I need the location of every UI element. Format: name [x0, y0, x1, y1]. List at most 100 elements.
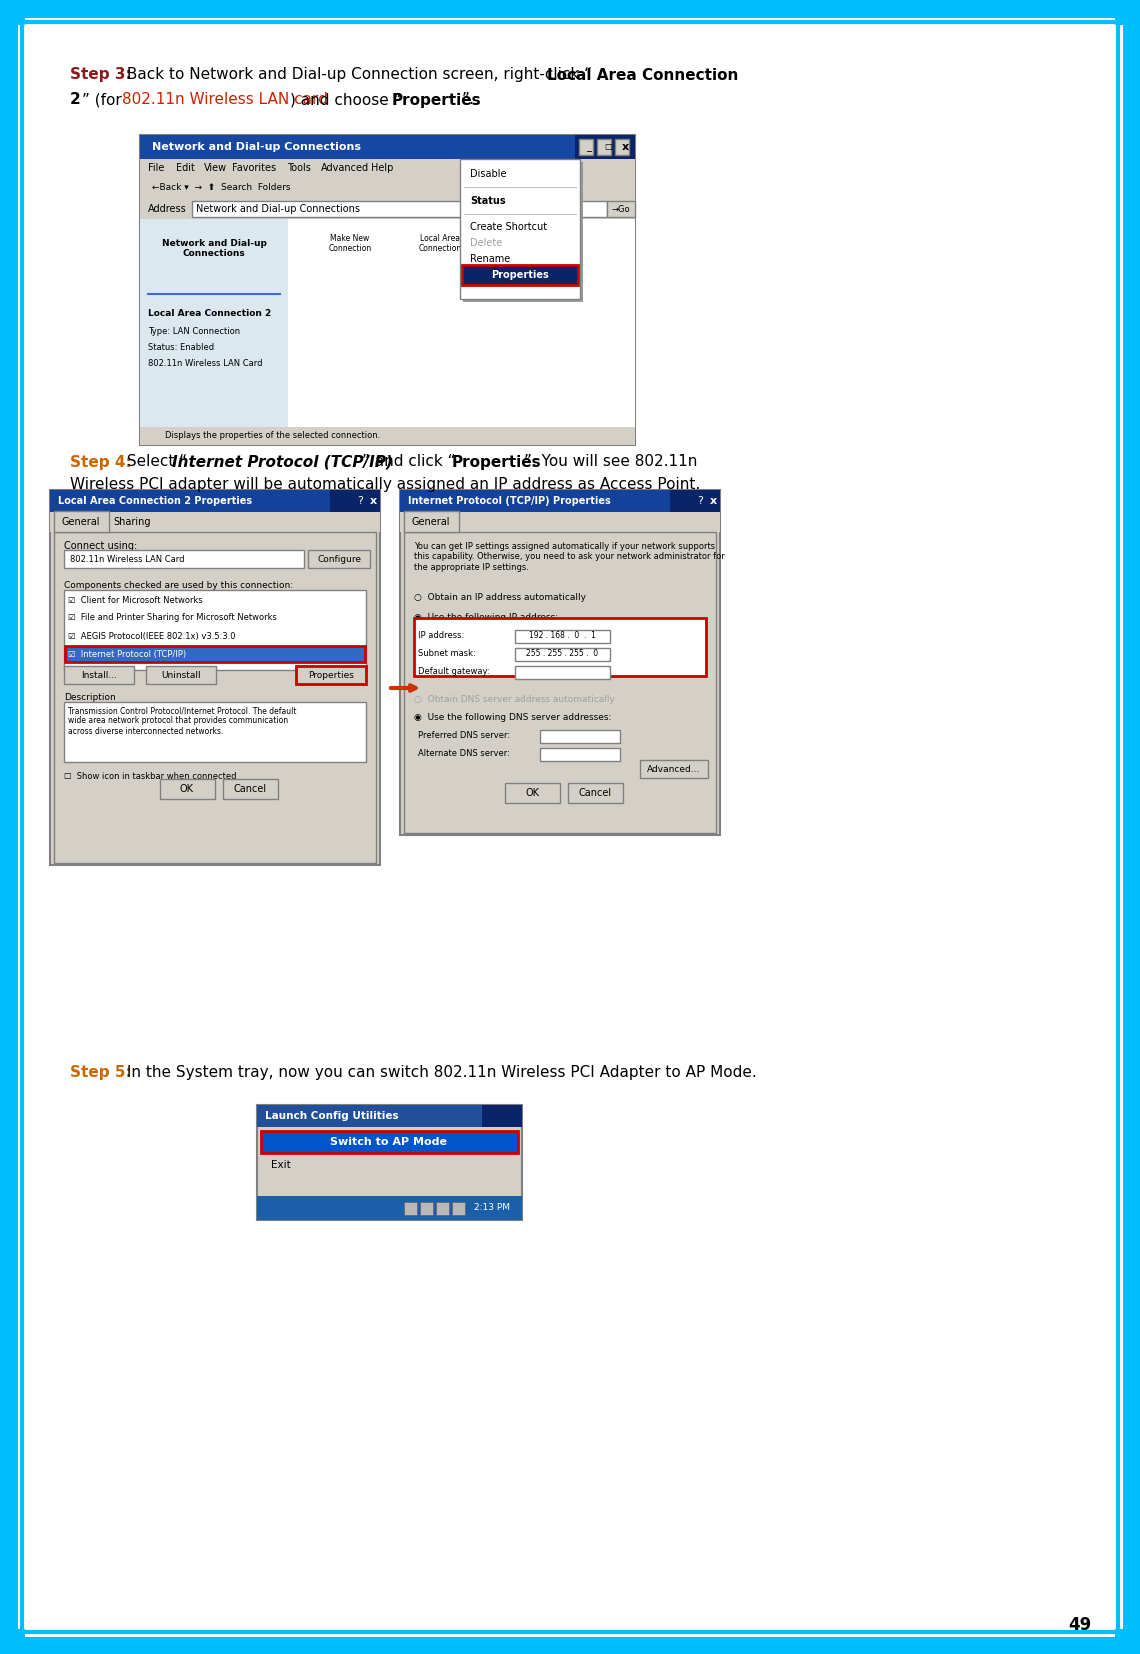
- Text: Delete: Delete: [470, 238, 503, 248]
- Text: 802.11n Wireless LAN card: 802.11n Wireless LAN card: [122, 93, 328, 108]
- Text: Status: Status: [470, 197, 506, 207]
- Bar: [462, 265, 578, 284]
- Bar: [614, 139, 629, 155]
- Text: Step 4:: Step 4:: [70, 455, 132, 470]
- Bar: [640, 759, 708, 777]
- Bar: [256, 1105, 482, 1126]
- Text: Make New
Connection: Make New Connection: [328, 233, 372, 253]
- Text: Properties: Properties: [392, 93, 481, 108]
- Text: ?: ?: [697, 496, 703, 506]
- Text: General: General: [62, 518, 100, 528]
- Text: ○  Obtain an IP address automatically: ○ Obtain an IP address automatically: [414, 594, 586, 602]
- Bar: [50, 490, 380, 865]
- Bar: [223, 779, 278, 799]
- Text: Sharing: Sharing: [113, 518, 150, 528]
- Text: Install...: Install...: [81, 670, 117, 680]
- Bar: [400, 490, 720, 835]
- Text: □: □: [604, 142, 612, 152]
- Text: ◉  Use the following IP address:: ◉ Use the following IP address:: [414, 614, 559, 622]
- Bar: [256, 1105, 522, 1126]
- Text: Select “: Select “: [122, 455, 187, 470]
- Text: ” (for: ” (for: [82, 93, 127, 108]
- Text: ☑  AEGIS Protocol(IEEE 802.1x) v3.5.3.0: ☑ AEGIS Protocol(IEEE 802.1x) v3.5.3.0: [68, 632, 236, 640]
- Bar: [400, 513, 720, 533]
- Text: _: _: [586, 142, 591, 152]
- Text: Internet Protocol (TCP/IP) Properties: Internet Protocol (TCP/IP) Properties: [408, 496, 611, 506]
- Text: OK: OK: [526, 787, 539, 797]
- Text: Tools: Tools: [287, 164, 311, 174]
- Text: Internet Protocol (TCP/IP): Internet Protocol (TCP/IP): [172, 455, 393, 470]
- Bar: [256, 1105, 522, 1221]
- Text: ☐  Show icon in taskbar when connected: ☐ Show icon in taskbar when connected: [64, 771, 236, 781]
- Bar: [515, 630, 610, 643]
- Bar: [597, 139, 611, 155]
- Bar: [140, 136, 575, 159]
- Text: Disable: Disable: [470, 169, 506, 179]
- Text: Switch to AP Mode: Switch to AP Mode: [331, 1136, 448, 1146]
- Text: Step 3:: Step 3:: [70, 68, 132, 83]
- Text: 802.11n Wireless LAN Card: 802.11n Wireless LAN Card: [148, 359, 262, 367]
- Text: Components checked are used by this connection:: Components checked are used by this conn…: [64, 582, 293, 590]
- Bar: [606, 202, 635, 217]
- Bar: [404, 1202, 417, 1216]
- Text: Step 5:: Step 5:: [70, 1065, 132, 1080]
- Text: Wireless PCI adapter will be automatically assigned an IP address as Access Poin: Wireless PCI adapter will be automatical…: [70, 478, 700, 493]
- Text: General: General: [412, 518, 450, 528]
- Text: →Go: →Go: [612, 205, 630, 213]
- Bar: [463, 162, 583, 303]
- Text: Advanced: Advanced: [321, 164, 369, 174]
- Bar: [579, 139, 593, 155]
- Bar: [146, 667, 215, 685]
- Bar: [192, 202, 606, 217]
- Text: Local Area
Connection 2: Local Area Connection 2: [510, 233, 560, 253]
- Bar: [1115, 1629, 1135, 1649]
- Text: Exit: Exit: [271, 1159, 291, 1169]
- Bar: [568, 782, 622, 802]
- Text: x: x: [369, 496, 376, 506]
- Text: Subnet mask:: Subnet mask:: [418, 650, 475, 658]
- Text: Preferred DNS server:: Preferred DNS server:: [418, 731, 510, 741]
- Text: Description: Description: [64, 693, 116, 703]
- Text: Cancel: Cancel: [578, 787, 611, 797]
- Text: 2:13 PM: 2:13 PM: [474, 1204, 510, 1212]
- Bar: [296, 667, 366, 685]
- Text: Local Area Connection 2: Local Area Connection 2: [148, 309, 271, 318]
- Text: OK: OK: [180, 784, 194, 794]
- Text: ) and choose “: ) and choose “: [290, 93, 401, 108]
- Text: ○  Obtain DNS server address automatically: ○ Obtain DNS server address automaticall…: [414, 695, 614, 705]
- Bar: [140, 427, 635, 445]
- Text: Network and Dial-up
Connections: Network and Dial-up Connections: [162, 238, 267, 258]
- Text: Properties: Properties: [491, 270, 548, 280]
- Bar: [515, 648, 610, 662]
- Bar: [54, 511, 109, 533]
- Text: Launch Config Utilities: Launch Config Utilities: [264, 1111, 399, 1121]
- Bar: [65, 647, 365, 662]
- Text: Status: Enabled: Status: Enabled: [148, 342, 214, 352]
- Text: 802.11n Wireless LAN Card: 802.11n Wireless LAN Card: [70, 554, 185, 564]
- Text: Connect using:: Connect using:: [64, 541, 137, 551]
- Text: ?: ?: [357, 496, 363, 506]
- Bar: [64, 590, 366, 670]
- Bar: [64, 551, 304, 567]
- Bar: [1115, 5, 1135, 25]
- Bar: [414, 619, 706, 676]
- Text: x: x: [622, 142, 629, 152]
- Text: ☑  Client for Microsoft Networks: ☑ Client for Microsoft Networks: [68, 595, 203, 604]
- Bar: [451, 1202, 465, 1216]
- Text: Address: Address: [148, 203, 187, 213]
- Text: Local Area Connection 2 Properties: Local Area Connection 2 Properties: [58, 496, 252, 506]
- Text: 2: 2: [70, 93, 81, 108]
- Bar: [296, 667, 366, 685]
- Bar: [64, 667, 135, 685]
- Bar: [140, 218, 288, 427]
- Text: Properties: Properties: [451, 455, 542, 470]
- Text: 255 . 255 . 255 .  0: 255 . 255 . 255 . 0: [526, 650, 599, 658]
- Text: x: x: [709, 496, 717, 506]
- Bar: [540, 729, 620, 743]
- Bar: [400, 490, 720, 513]
- Bar: [140, 198, 635, 218]
- Bar: [400, 490, 670, 513]
- Bar: [256, 1196, 522, 1221]
- Bar: [140, 136, 635, 159]
- Text: Displays the properties of the selected connection.: Displays the properties of the selected …: [165, 432, 381, 440]
